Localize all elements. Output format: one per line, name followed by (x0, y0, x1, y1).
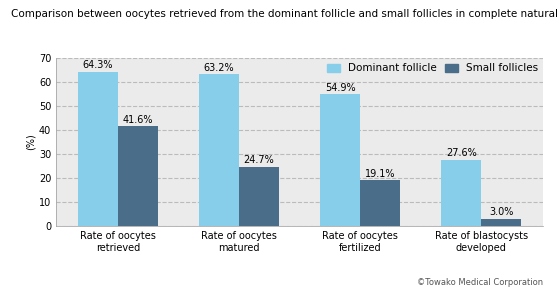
Y-axis label: (%): (%) (26, 134, 36, 151)
Bar (481, 219, 521, 226)
Text: 24.7%: 24.7% (244, 155, 274, 165)
Bar (320, 94, 360, 226)
Bar (199, 74, 239, 226)
Bar (360, 180, 400, 226)
Text: 64.3%: 64.3% (83, 60, 113, 70)
Text: 54.9%: 54.9% (325, 83, 356, 93)
Text: ©Towako Medical Corporation: ©Towako Medical Corporation (417, 278, 543, 287)
Bar (239, 167, 279, 226)
Text: Comparison between oocytes retrieved from the dominant follicle and small follic: Comparison between oocytes retrieved fro… (11, 9, 560, 19)
Text: 41.6%: 41.6% (123, 115, 153, 125)
Text: 19.1%: 19.1% (365, 168, 395, 179)
Bar (118, 126, 158, 226)
Text: 3.0%: 3.0% (489, 207, 514, 217)
Text: 27.6%: 27.6% (446, 148, 477, 158)
Bar (78, 72, 118, 226)
Text: 63.2%: 63.2% (204, 63, 235, 73)
Bar (441, 160, 481, 226)
Legend: Dominant follicle, Small follicles: Dominant follicle, Small follicles (327, 63, 538, 73)
